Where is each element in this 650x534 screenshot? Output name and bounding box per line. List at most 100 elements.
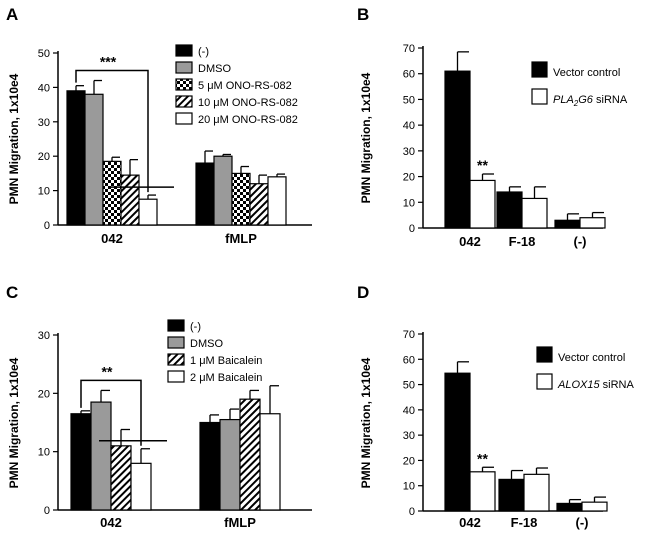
panel-b-legend-label-prefix: PLA: [553, 94, 574, 106]
panel-d-legend-label-prefix: ALOX15: [557, 379, 600, 391]
panel-a-bar: [84, 93, 104, 226]
panel-c-significance-bracket: [80, 379, 142, 446]
panel-c-legend-label-text: (-): [190, 321, 201, 333]
panel-a-bar: [249, 183, 269, 226]
panel-b-category-label: 042: [459, 234, 481, 249]
panel-d-ytick-label: 30: [403, 430, 415, 442]
panel-b-bar: [521, 197, 548, 229]
panel-b-category-label: F-18: [509, 234, 536, 249]
panel-c-legend-label: DMSO: [190, 338, 223, 350]
panel-b-legend-label-mid: G6: [578, 94, 594, 106]
panel-d-bar: [444, 372, 471, 512]
panel-c-bar: [90, 401, 112, 511]
panel-a-legend-swatch: [175, 95, 193, 108]
panel-b-ytick-label: 0: [409, 223, 415, 235]
panel-a-ytick-label: 40: [38, 82, 50, 94]
panel-a-legend-label-suffix: M ONO-RS-082: [220, 97, 298, 109]
panel-a-bar: [66, 90, 86, 226]
panel-a-bar: [231, 172, 251, 226]
panel-b-ytick-label: 40: [403, 120, 415, 132]
panel-c-legend-label: 2 μM Baicalein: [190, 372, 262, 384]
panel-c-y-axis-label: PMN Migration, 1x10e4: [7, 357, 21, 488]
panel-c-category-label: fMLP: [224, 515, 256, 530]
panel-a-significance-bracket: [75, 69, 149, 193]
panel-a-legend-label: DMSO: [198, 63, 231, 75]
panel-d-bar: [556, 502, 583, 512]
panel-c-legend-label-mu: μ: [199, 355, 205, 367]
panel-a-legend-label-prefix: 10: [198, 97, 213, 109]
panel-b-letter: B: [357, 5, 369, 24]
panel-c-legend-label-mu: μ: [199, 372, 205, 384]
panel-c-significance-label: **: [102, 363, 113, 379]
panel-c-ytick-label: 0: [44, 505, 50, 517]
panel-a-legend-swatch: [175, 44, 193, 57]
panel-b-bar: [554, 219, 581, 229]
panel-b-ytick-label: 50: [403, 94, 415, 106]
panel-a-bar: [120, 174, 140, 226]
panel-a-legend-label: 5 μM ONO-RS-082: [198, 80, 292, 92]
panel-a-ytick-label: 0: [44, 220, 50, 232]
panel-a-category-label: fMLP: [225, 231, 257, 246]
panel-b-ytick-label: 10: [403, 197, 415, 209]
panel-a-legend-label-prefix: 5: [198, 80, 207, 92]
panel-b-legend-swatch: [531, 88, 548, 105]
panel-d-legend-label-text: Vector control: [558, 352, 625, 364]
panel-a-legend-label-suffix: M ONO-RS-082: [220, 114, 298, 126]
panel-d-legend-swatch: [536, 373, 553, 390]
panel-c-ytick-label: 10: [38, 447, 50, 459]
panel-a-ytick-label: 20: [38, 151, 50, 163]
panel-a-ytick-label: 50: [38, 48, 50, 60]
panel-c-bar: [199, 421, 221, 511]
panel-a-legend-label-text: DMSO: [198, 63, 231, 75]
panel-c-letter: C: [6, 283, 18, 302]
panel-a-category-label: 042: [101, 231, 123, 246]
panel-d-legend-label-suffix: siRNA: [600, 379, 635, 391]
panel-a-legend-label: 20 μM ONO-RS-082: [198, 114, 298, 126]
panel-a-legend-swatch: [175, 78, 193, 91]
panel-c-legend-label-prefix: 2: [190, 372, 199, 384]
panel-a: A PMN Migration, 1x10e4 0 10 20 30 40 50 042 fMLP…: [6, 5, 312, 246]
panel-b-bar: [579, 217, 606, 229]
panel-a-significance-label: ***: [100, 54, 117, 70]
panel-b-ytick-label: 20: [403, 172, 415, 184]
panel-a-y-axis-label: PMN Migration, 1x10e4: [7, 73, 21, 204]
panel-d-ytick-label: 10: [403, 481, 415, 493]
panel-d-category-label: 042: [459, 515, 481, 530]
panel-c-legend-label-text: DMSO: [190, 338, 223, 350]
panel-a-legend-label-suffix: M ONO-RS-082: [214, 80, 292, 92]
panel-c-legend-label-suffix: M Baicalein: [206, 355, 263, 367]
panel-b-category-label: (-): [574, 234, 587, 249]
panel-d-category-label: (-): [576, 515, 589, 530]
panel-b-legend-label: PLA2G6 siRNA: [553, 94, 628, 108]
panel-d-y-axis-label: PMN Migration, 1x10e4: [359, 357, 373, 488]
panel-b-ytick-label: 30: [403, 146, 415, 158]
panel-d-ytick-label: 70: [403, 329, 415, 341]
panel-b-ytick-label: 60: [403, 69, 415, 81]
panel-b-legend-label: Vector control: [553, 67, 620, 79]
panel-a-legend-label-mu: μ: [207, 80, 213, 92]
panel-a-bar: [138, 198, 158, 226]
panel-b-legend-label-sub: 2: [573, 99, 579, 108]
panel-d-letter: D: [357, 283, 369, 302]
panel-d-legend-label: Vector control: [558, 352, 625, 364]
panel-c-bar: [239, 398, 261, 511]
panel-a-legend-label-prefix: 20: [198, 114, 213, 126]
panel-c-ytick-label: 20: [38, 388, 50, 400]
panel-c-legend-label: 1 μM Baicalein: [190, 355, 262, 367]
panel-a-letter: A: [6, 5, 18, 24]
panel-c-bar: [70, 413, 92, 511]
panel-b-significance-label: **: [477, 157, 488, 173]
panel-b-legend-swatch: [531, 61, 548, 78]
panel-b-legend-label-suffix: siRNA: [593, 94, 628, 106]
panel-c-bar: [130, 462, 152, 511]
panel-a-ytick-label: 30: [38, 117, 50, 129]
panel-c: C PMN Migration, 1x10e4 0 10 20 30 042 fMLP ** (-…: [6, 283, 312, 530]
panel-d-ytick-label: 20: [403, 455, 415, 467]
panel-c-bar: [110, 445, 132, 511]
panel-b-bar: [496, 191, 523, 229]
panel-d-ytick-label: 0: [409, 506, 415, 518]
panel-c-category-label: 042: [100, 515, 122, 530]
panel-d-bar: [498, 478, 525, 512]
panel-a-legend-label-text: (-): [198, 46, 209, 58]
